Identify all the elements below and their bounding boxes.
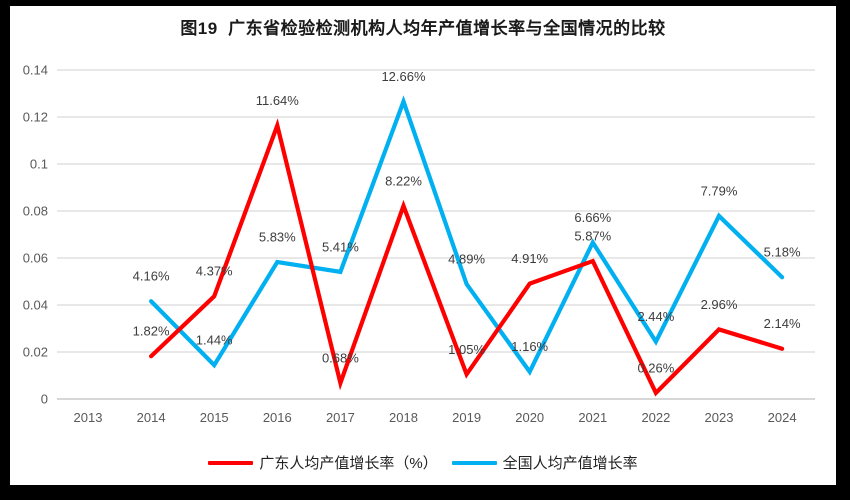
data-label-1: 4.16% [133,269,170,284]
legend-line-blue-icon [451,460,497,465]
data-label-0: 5.87% [574,228,611,243]
data-label-1: 12.66% [381,69,426,84]
y-tick-label: 0.14 [23,62,48,77]
plot-area: 0 0.02 0.04 0.06 0.08 0.1 0.12 0.14 2013 2014 2015… [23,62,815,425]
x-tick-label: 2014 [137,410,166,425]
y-tick-label: 0 [41,391,48,406]
data-label-1: 6.66% [574,210,611,225]
legend-item-guangdong: 广东人均产值增长率（%） [208,452,438,473]
data-label-0: 1.82% [133,324,170,339]
x-tick-label: 2024 [768,410,797,425]
series-line-0 [149,118,785,397]
data-label-0: 0.26% [637,360,674,375]
y-tick-label: 0.04 [23,297,48,312]
data-label-1: 5.83% [259,229,296,244]
x-tick-label: 2018 [389,410,418,425]
data-label-0: 1.05% [448,342,485,357]
data-label-0: 0.68% [322,350,359,365]
data-label-0: 8.22% [385,173,422,188]
data-label-1: 7.79% [701,183,738,198]
data-label-1: 5.41% [322,239,359,254]
data-label-1: 1.16% [511,339,548,354]
y-tick-label: 0.08 [23,203,48,218]
y-tick-label: 0.02 [23,344,48,359]
x-tick-label: 2015 [200,410,229,425]
data-label-1: 5.18% [764,245,801,260]
chart-title: 图19 广东省检验检测机构人均年产值增长率与全国情况的比较 [180,19,666,38]
data-label-0: 2.14% [764,316,801,331]
x-tick-label: 2023 [705,410,734,425]
x-tick-label: 2019 [452,410,481,425]
x-tick-label: 2016 [263,410,292,425]
legend: 广东人均产值增长率（%） 全国人均产值增长率 [10,452,836,473]
chart-canvas: 图19 广东省检验检测机构人均年产值增长率与全国情况的比较 0 0.02 0.04 0… [10,6,836,485]
data-label-1: 2.44% [637,309,674,324]
x-tick-label: 2013 [74,410,103,425]
data-label-1: 1.44% [196,333,233,348]
legend-label-guangdong: 广东人均产值增长率（%） [259,455,438,472]
data-label-0: 4.37% [196,264,233,279]
data-label-0: 2.96% [701,297,738,312]
data-label-0: 4.91% [511,251,548,266]
y-tick-label: 0.12 [23,109,48,124]
series-line-1 [149,95,785,376]
legend-line-red-icon [208,460,254,465]
x-tick-label: 2020 [515,410,544,425]
legend-item-national: 全国人均产值增长率 [451,452,638,473]
y-tick-label: 0.1 [30,156,48,171]
x-tick-label: 2022 [641,410,670,425]
x-tick-label: 2017 [326,410,355,425]
data-label-1: 4.89% [448,252,485,267]
legend-label-national: 全国人均产值增长率 [502,455,638,472]
x-tick-label: 2021 [578,410,607,425]
data-label-0: 11.64% [256,93,300,108]
y-tick-label: 0.06 [23,250,48,265]
